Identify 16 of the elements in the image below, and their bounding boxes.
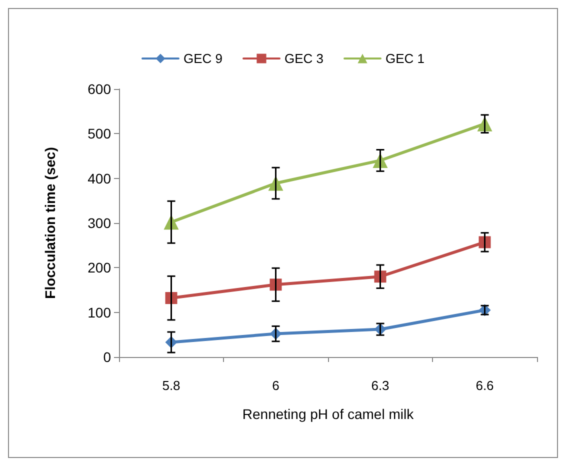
legend-label: GEC 1	[386, 51, 425, 66]
legend-label: GEC 3	[284, 51, 324, 66]
legend-label: GEC 9	[183, 51, 222, 66]
x-tick-label: 6	[272, 378, 280, 393]
y-tick-label: 600	[88, 81, 112, 97]
y-tick-label: 200	[88, 260, 112, 276]
y-tick-label: 500	[88, 126, 112, 142]
x-tick-label: 5.8	[162, 378, 180, 393]
y-axis-title: Flocculation time (sec)	[42, 147, 58, 299]
y-tick-label: 400	[88, 170, 112, 186]
y-tick-label: 100	[88, 304, 112, 320]
x-tick-label: 6.3	[371, 378, 390, 393]
y-tick-label: 300	[88, 215, 112, 231]
x-axis-title: Renneting pH of camel milk	[242, 406, 415, 422]
x-tick-label: 6.6	[476, 378, 494, 393]
y-tick-label: 0	[103, 349, 112, 365]
